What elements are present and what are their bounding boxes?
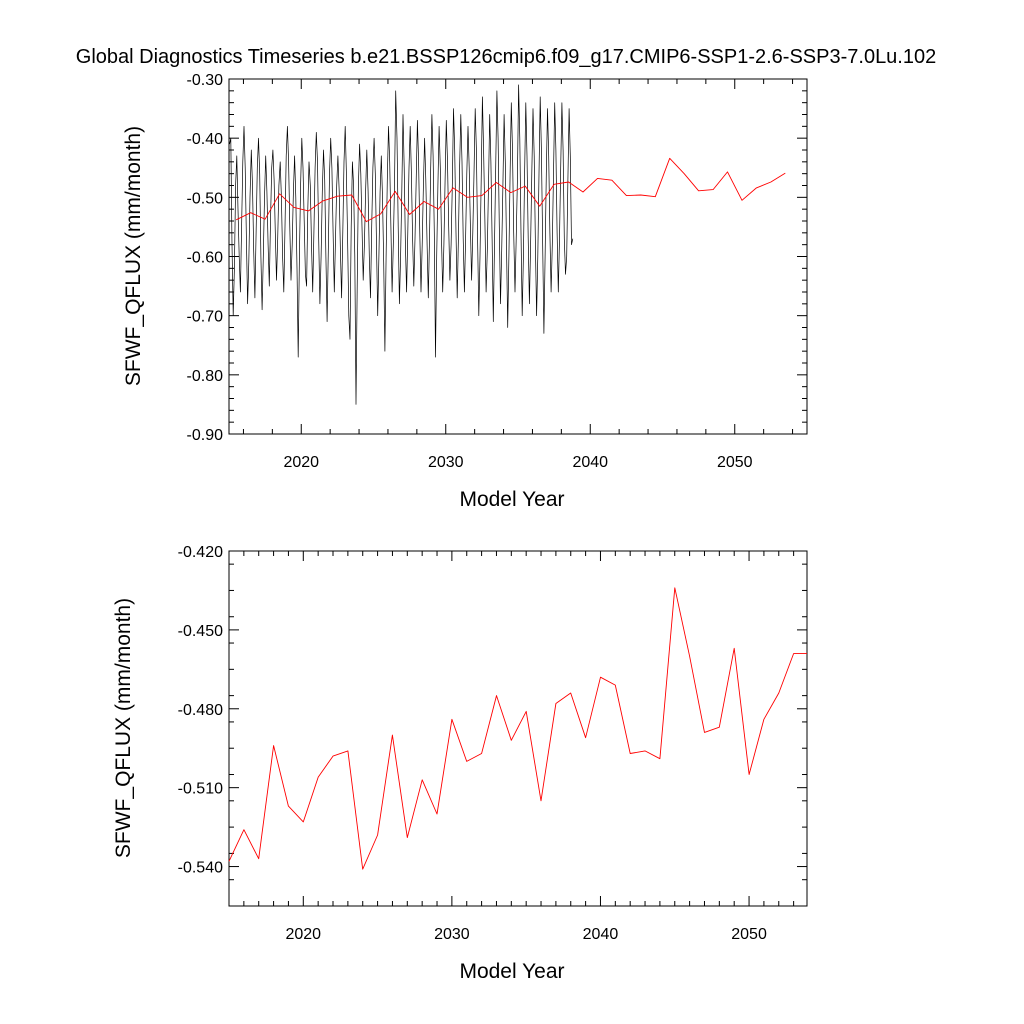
- y-tick-label: -0.480: [178, 702, 223, 719]
- top-series: [229, 84, 786, 405]
- top-y-axis-label: SFWF_QFLUX (mm/month): [122, 126, 145, 386]
- x-tick-label: 2050: [731, 926, 767, 943]
- y-tick-label: -0.30: [187, 72, 224, 89]
- bottom-ticks: 2020 2030 2040 2050 -0.540 -0.510 -0.480 -0.450…: [178, 544, 807, 943]
- y-tick-label: -0.60: [187, 250, 224, 267]
- bottom-panel: 2020 2030 2040 2050 -0.540 -0.510 -0.480 -0.450…: [112, 544, 808, 983]
- bottom-plot-frame: [228, 550, 808, 907]
- y-tick-label: -0.40: [187, 131, 224, 148]
- y-tick-label: -0.90: [187, 427, 224, 444]
- y-tick-label: -0.70: [187, 309, 224, 326]
- chart-title: Global Diagnostics Timeseries b.e21.BSSP…: [76, 46, 936, 68]
- x-tick-label: 2040: [583, 926, 619, 943]
- top-ticks: 2020 2030 2040 2050 -0.90 -0.80 -0.70 -0.60 -0.5…: [187, 72, 807, 471]
- y-tick-label: -0.420: [178, 544, 223, 561]
- x-tick-label: 2020: [285, 926, 321, 943]
- top-series-line-1: [236, 157, 786, 223]
- top-x-axis-label: Model Year: [459, 488, 564, 511]
- bottom-y-axis-label: SFWF_QFLUX (mm/month): [112, 598, 135, 858]
- x-tick-label: 2020: [283, 454, 319, 471]
- x-tick-label: 2040: [572, 454, 608, 471]
- x-tick-label: 2050: [717, 454, 753, 471]
- y-tick-label: -0.80: [187, 368, 224, 385]
- y-tick-label: -0.50: [187, 190, 224, 207]
- x-tick-label: 2030: [428, 454, 464, 471]
- top-panel: 2020 2030 2040 2050 -0.90 -0.80 -0.70 -0.60 -0.5…: [122, 72, 808, 511]
- y-tick-label: -0.450: [178, 623, 223, 640]
- x-tick-label: 2030: [434, 926, 470, 943]
- y-tick-label: -0.540: [178, 860, 223, 877]
- y-tick-label: -0.510: [178, 781, 223, 798]
- bottom-series: [228, 587, 807, 870]
- bottom-x-axis-label: Model Year: [459, 960, 564, 983]
- top-series-line-0: [229, 84, 574, 405]
- bottom-series-line-0: [228, 587, 807, 870]
